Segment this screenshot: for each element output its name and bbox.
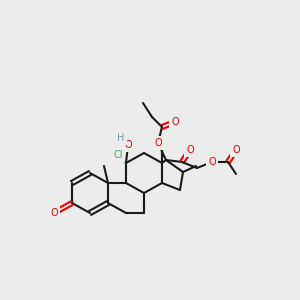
Text: H: H [117,133,125,143]
Text: O: O [171,117,179,127]
Text: O: O [124,140,132,150]
Text: O: O [208,157,216,167]
Text: O: O [186,145,194,155]
Text: O: O [50,208,58,218]
Text: Cl: Cl [113,150,123,160]
Text: O: O [154,138,162,148]
Text: O: O [232,145,240,155]
